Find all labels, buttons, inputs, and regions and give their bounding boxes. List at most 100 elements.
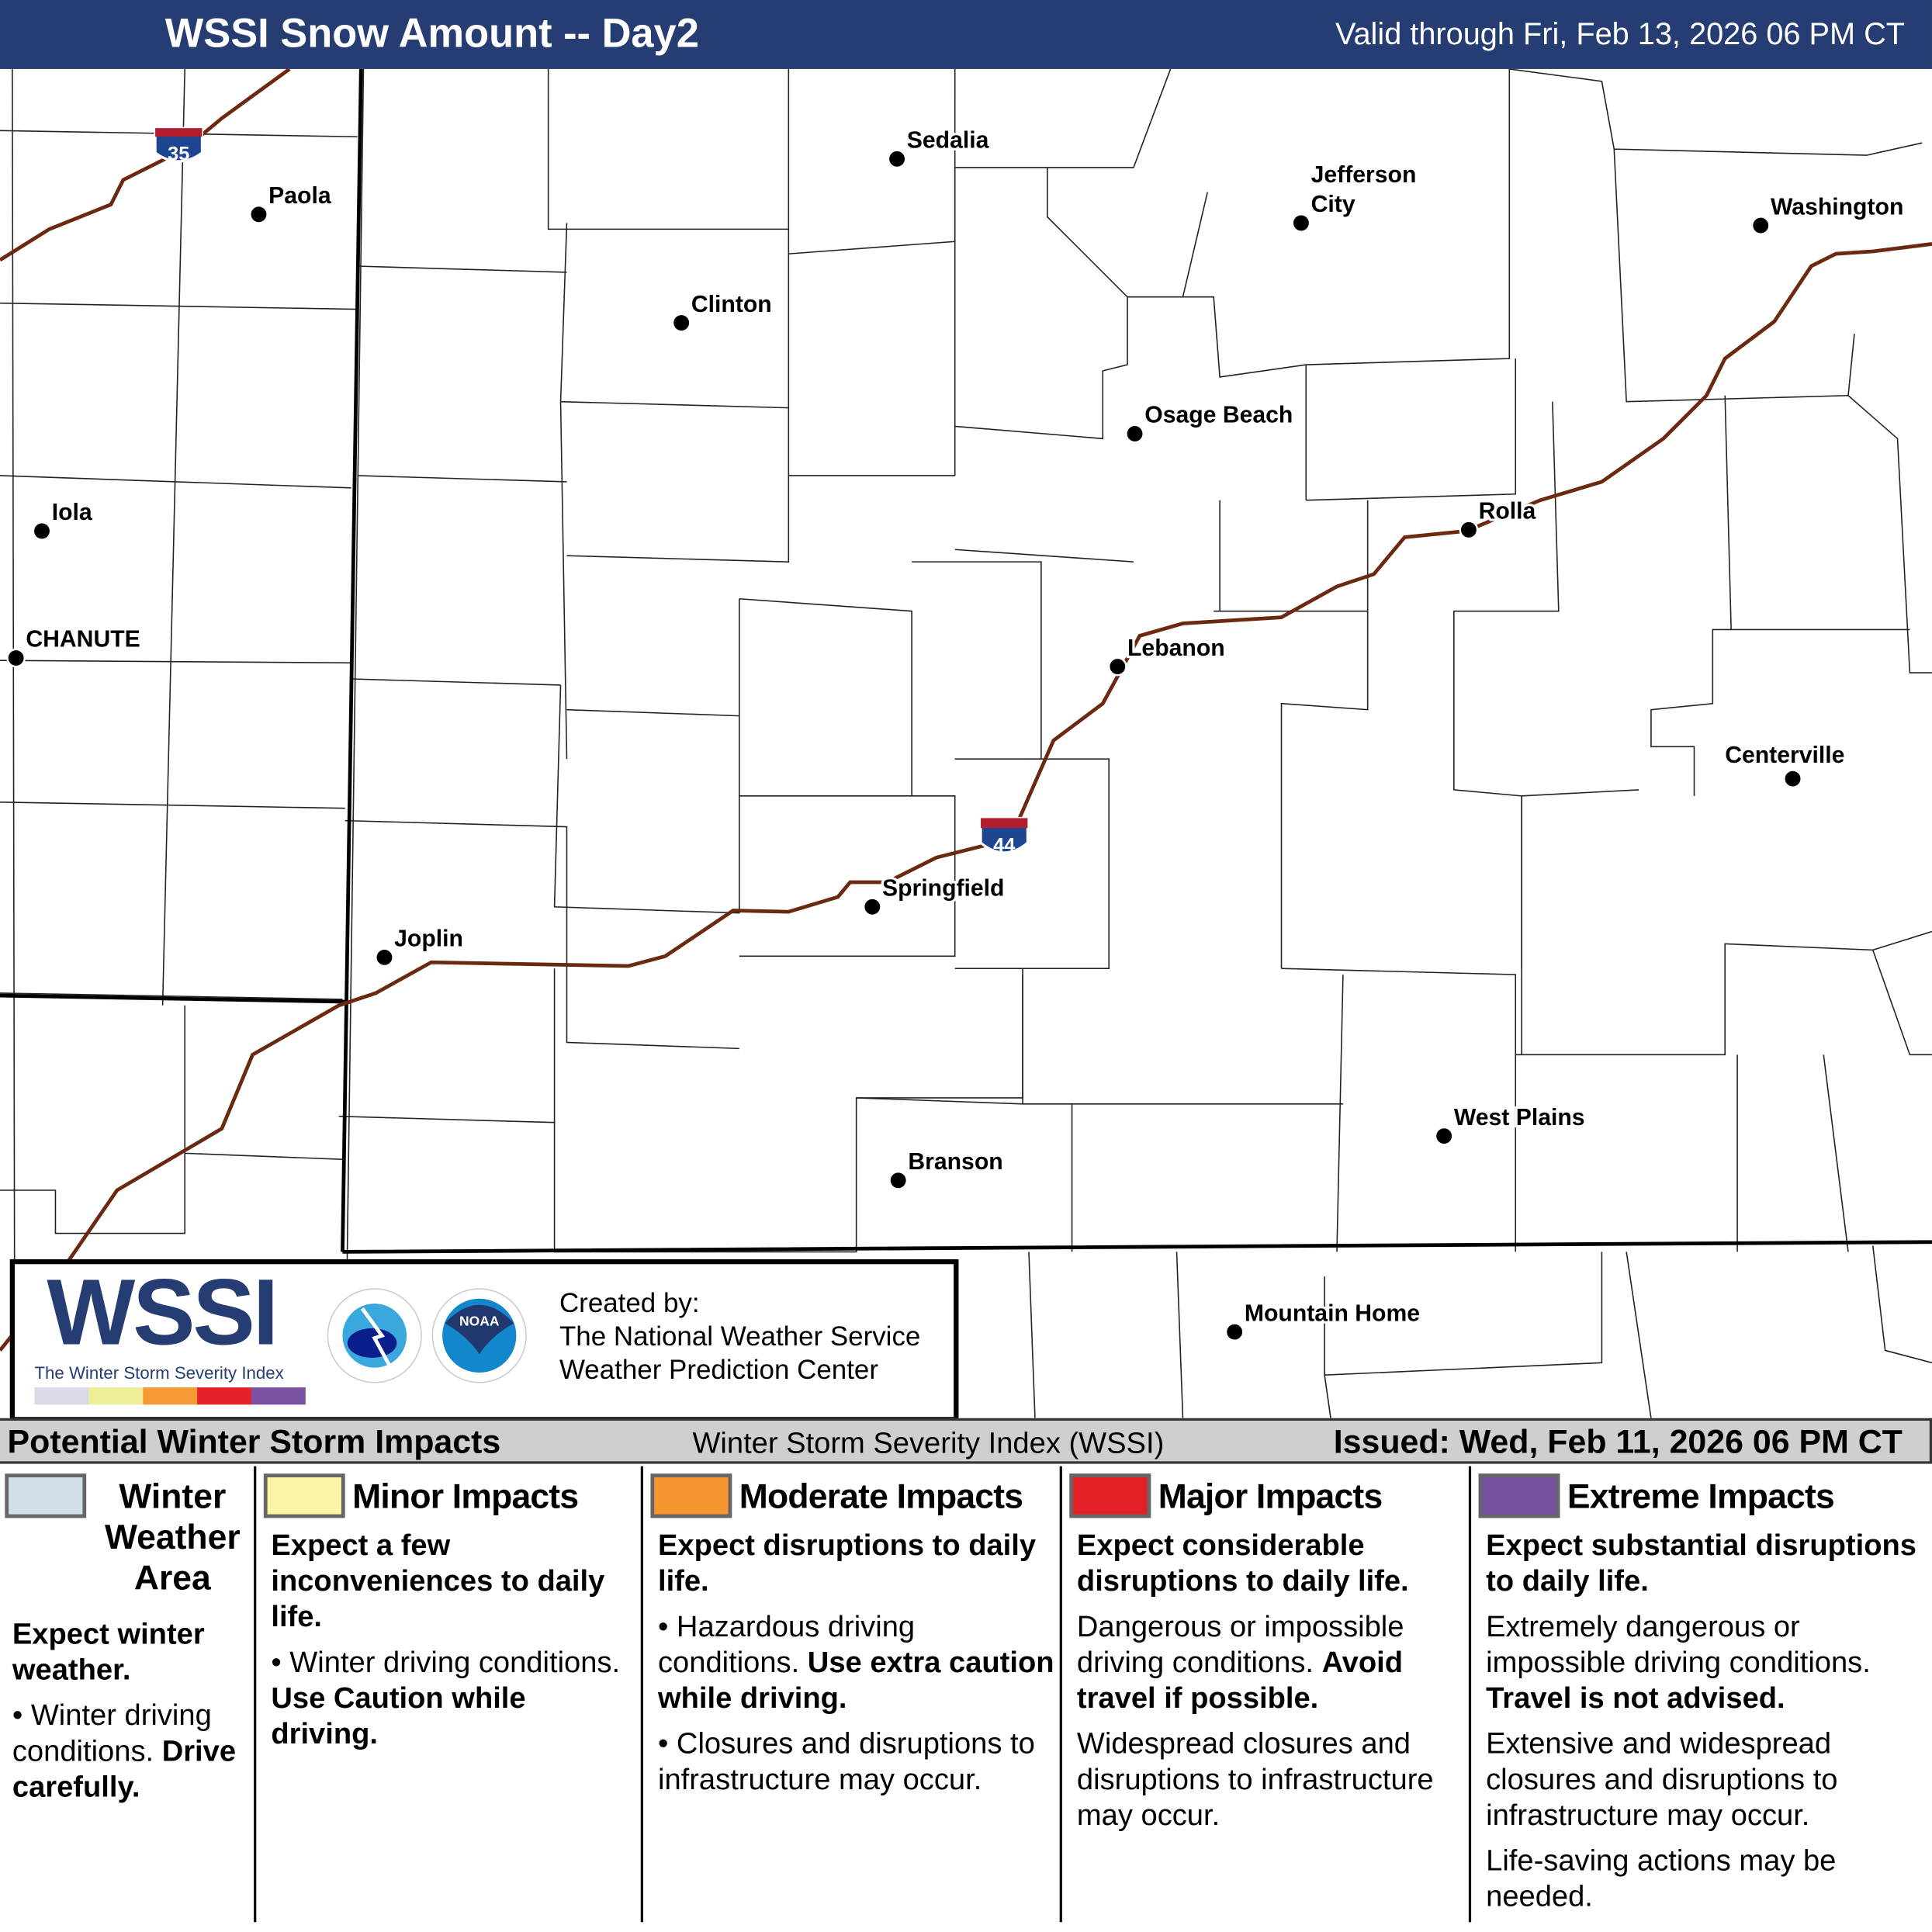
city-label: Springfield — [882, 875, 1004, 901]
legend-text: Winter driving conditions. — [289, 1646, 621, 1680]
city-dot — [888, 1170, 908, 1190]
legend-category: Moderate Impacts Expect disruptions to d… — [646, 1466, 1058, 1925]
interstate-44-route — [0, 242, 1932, 1352]
legend-divider — [254, 1466, 257, 1923]
index-name: Winter Storm Severity Index (WSSI) — [692, 1426, 1165, 1460]
city-label: Iola — [52, 500, 92, 525]
legend-swatch — [263, 1473, 345, 1518]
created-by-nws: The National Weather Service — [559, 1321, 921, 1352]
interstate-routes — [0, 68, 1932, 1352]
legend-title: Major Impacts — [1158, 1477, 1383, 1516]
legend-body: Expect a few inconveniences to daily lif… — [271, 1529, 621, 1751]
city-label: CHANUTE — [26, 627, 140, 653]
bar-segment — [34, 1387, 89, 1405]
legend-category: Major Impacts Expect considerable disrup… — [1065, 1466, 1465, 1925]
legend-swatch — [5, 1473, 87, 1518]
legend-emphasis: Travel is not advised. — [1486, 1681, 1785, 1716]
shield-number: 44 — [993, 834, 1015, 856]
legend-text: Winter driving conditions. — [12, 1698, 212, 1768]
city-dot — [32, 521, 52, 541]
legend-category: Extreme Impacts Expect substantial disru… — [1473, 1466, 1930, 1925]
legend-title: Extreme Impacts — [1567, 1477, 1835, 1516]
impacts-heading: Potential Winter Storm Impacts — [7, 1423, 501, 1460]
state-border — [0, 993, 1932, 1254]
legend-text: Hazardous driving conditions. — [657, 1610, 916, 1680]
legend-swatch — [1478, 1473, 1560, 1518]
shield-number: 35 — [168, 143, 189, 164]
legend-title: Minor Impacts — [352, 1477, 579, 1516]
city-dot — [1224, 1322, 1245, 1342]
noaa-seal-icon: NOAA — [431, 1288, 527, 1383]
legend-text: Extremely dangerous or impossible drivin… — [1486, 1610, 1871, 1680]
legend-emphasis: Use Caution while driving. — [271, 1681, 526, 1751]
title-bar: WSSI Snow Amount -- Day2 Valid through F… — [0, 0, 1932, 69]
legend-lead: Expect considerable disruptions to daily… — [1076, 1529, 1409, 1598]
city-label: Centerville — [1725, 743, 1844, 768]
legend-divider — [1059, 1466, 1062, 1923]
city-dot — [1291, 213, 1311, 233]
city-label: Washington — [1771, 194, 1903, 220]
valid-time: Valid through Fri, Feb 13, 2026 06 PM CT — [1335, 17, 1906, 52]
city-dot — [249, 205, 268, 224]
legend-category: Minor Impacts Expect a few inconvenience… — [258, 1466, 640, 1925]
city-label: West Plains — [1454, 1105, 1585, 1130]
severity-color-bar — [34, 1387, 306, 1405]
city-label: Osage Beach — [1144, 403, 1293, 428]
city-dot — [1434, 1126, 1454, 1146]
city-label: Mountain Home — [1245, 1300, 1420, 1326]
legend-text: Widespread closures and disruptions to i… — [1076, 1727, 1434, 1833]
city-dot — [1125, 424, 1144, 444]
city-dot — [375, 947, 394, 968]
legend-lead: Expect a few inconveniences to daily lif… — [271, 1529, 605, 1634]
city-dot — [6, 648, 26, 668]
wssi-wordmark: WSSI — [47, 1260, 279, 1366]
interstate-35-route — [0, 68, 291, 262]
legend-title: Winter Weather Area — [105, 1477, 241, 1598]
interstate-44-shield: 44 — [979, 816, 1029, 856]
agency-seals: NOAA — [327, 1288, 527, 1383]
nws-seal-icon — [327, 1288, 422, 1383]
impacts-header-band: Potential Winter Storm Impacts Winter St… — [0, 1418, 1932, 1464]
city-dot — [862, 897, 882, 917]
city-label: Jefferson City — [1311, 162, 1417, 217]
city-label: Clinton — [691, 292, 772, 317]
created-by-label: Created by: — [559, 1287, 700, 1319]
legend-lead: Expect substantial disruptions to daily … — [1486, 1529, 1916, 1598]
legend-swatch — [1069, 1473, 1151, 1518]
bar-segment — [251, 1387, 306, 1405]
county-lines — [0, 68, 1932, 1418]
city-label: Branson — [908, 1149, 1002, 1175]
legend-body: Expect winter weather. • Winter driving … — [12, 1618, 237, 1804]
interstate-35-shield: 35 — [154, 126, 204, 164]
state-border-west — [341, 68, 363, 1252]
noaa-seal-text: NOAA — [459, 1314, 500, 1329]
city-markers: Sedalia Paola Jefferson City Washington Clint… — [6, 125, 1906, 1342]
legend-body: Expect disruptions to daily life. • Haza… — [657, 1529, 1054, 1797]
map: 35 44 Sedalia Paola Jefferson City Washingto… — [0, 68, 1932, 1418]
legend-lead: Expect winter weather. — [12, 1618, 205, 1687]
created-by-wpc: Weather Prediction Center — [559, 1354, 878, 1385]
city-dot — [887, 149, 907, 169]
bar-segment — [143, 1387, 198, 1405]
city-label: Sedalia — [907, 128, 989, 154]
legend-title: Moderate Impacts — [739, 1477, 1023, 1516]
city-dot — [1783, 769, 1802, 788]
bar-segment — [88, 1387, 144, 1405]
city-dot — [671, 313, 691, 333]
city-label: Paola — [268, 183, 331, 209]
wssi-subtitle: The Winter Storm Severity Index — [34, 1362, 284, 1383]
legend-swatch — [650, 1473, 732, 1518]
legend-divider — [640, 1466, 643, 1923]
city-label: Rolla — [1479, 499, 1536, 525]
city-dot — [1459, 520, 1479, 540]
legend-text: Closures and disruptions to infrastructu… — [657, 1727, 1035, 1797]
legend-emphasis: Use extra caution while driving. — [657, 1646, 1054, 1716]
legend-category: Winter Weather Area Expect winter weathe… — [0, 1466, 253, 1925]
legend-text: Life-saving actions may be needed. — [1486, 1844, 1837, 1914]
city-label: Joplin — [394, 926, 463, 952]
city-label: Lebanon — [1127, 635, 1225, 661]
city-dot — [1750, 216, 1771, 235]
legend-emphasis: Avoid travel if possible. — [1076, 1646, 1404, 1716]
wssi-logo-box: WSSI The Winter Storm Severity Index NOA… — [9, 1259, 959, 1422]
legend-text: Extensive and widespread closures and di… — [1486, 1727, 1838, 1833]
